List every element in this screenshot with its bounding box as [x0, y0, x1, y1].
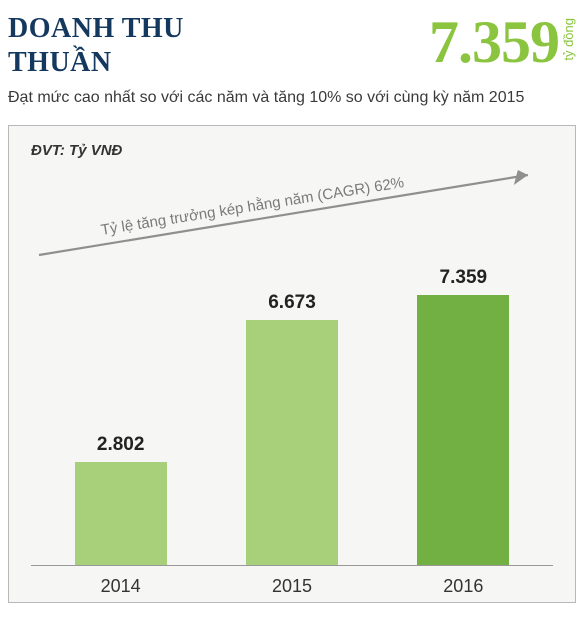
subtitle: Đạt mức cao nhất so với các năm và tăng … [8, 89, 576, 107]
chart-plot: 2.802 6.673 7.359 [31, 266, 553, 566]
x-axis: 2014 2015 2016 [31, 566, 553, 597]
x-axis-label: 2016 [379, 576, 549, 597]
headline-unit: tỷ đồng [561, 18, 576, 61]
bar-group: 7.359 [379, 267, 549, 565]
header: DOANH THU THUẦN 7.359 tỷ đồng [8, 12, 576, 79]
x-axis-label: 2015 [207, 576, 377, 597]
bar-value-label: 2.802 [97, 434, 145, 456]
bar-value-label: 6.673 [268, 292, 316, 314]
bar [417, 295, 509, 565]
cagr-arrow-icon [31, 167, 553, 262]
bar [246, 320, 338, 565]
bar [75, 462, 167, 565]
title-line1: DOANH THU [8, 13, 184, 44]
bar-group: 2.802 [36, 434, 206, 565]
cagr-arrow-area: Tỷ lệ tăng trưởng kép hằng năm (CAGR) 62… [31, 167, 553, 262]
page-title: DOANH THU THUẦN [8, 12, 184, 79]
title-line2: THUẦN [8, 47, 112, 78]
headline-number: 7.359 tỷ đồng [429, 12, 576, 72]
bar-group: 6.673 [207, 292, 377, 565]
headline-value: 7.359 [429, 12, 559, 72]
x-axis-label: 2014 [36, 576, 206, 597]
bar-value-label: 7.359 [440, 267, 488, 289]
chart-unit-label: ĐVT: Tỷ VNĐ [31, 142, 553, 159]
chart-container: ĐVT: Tỷ VNĐ Tỷ lệ tăng trưởng kép hằng n… [8, 125, 576, 603]
